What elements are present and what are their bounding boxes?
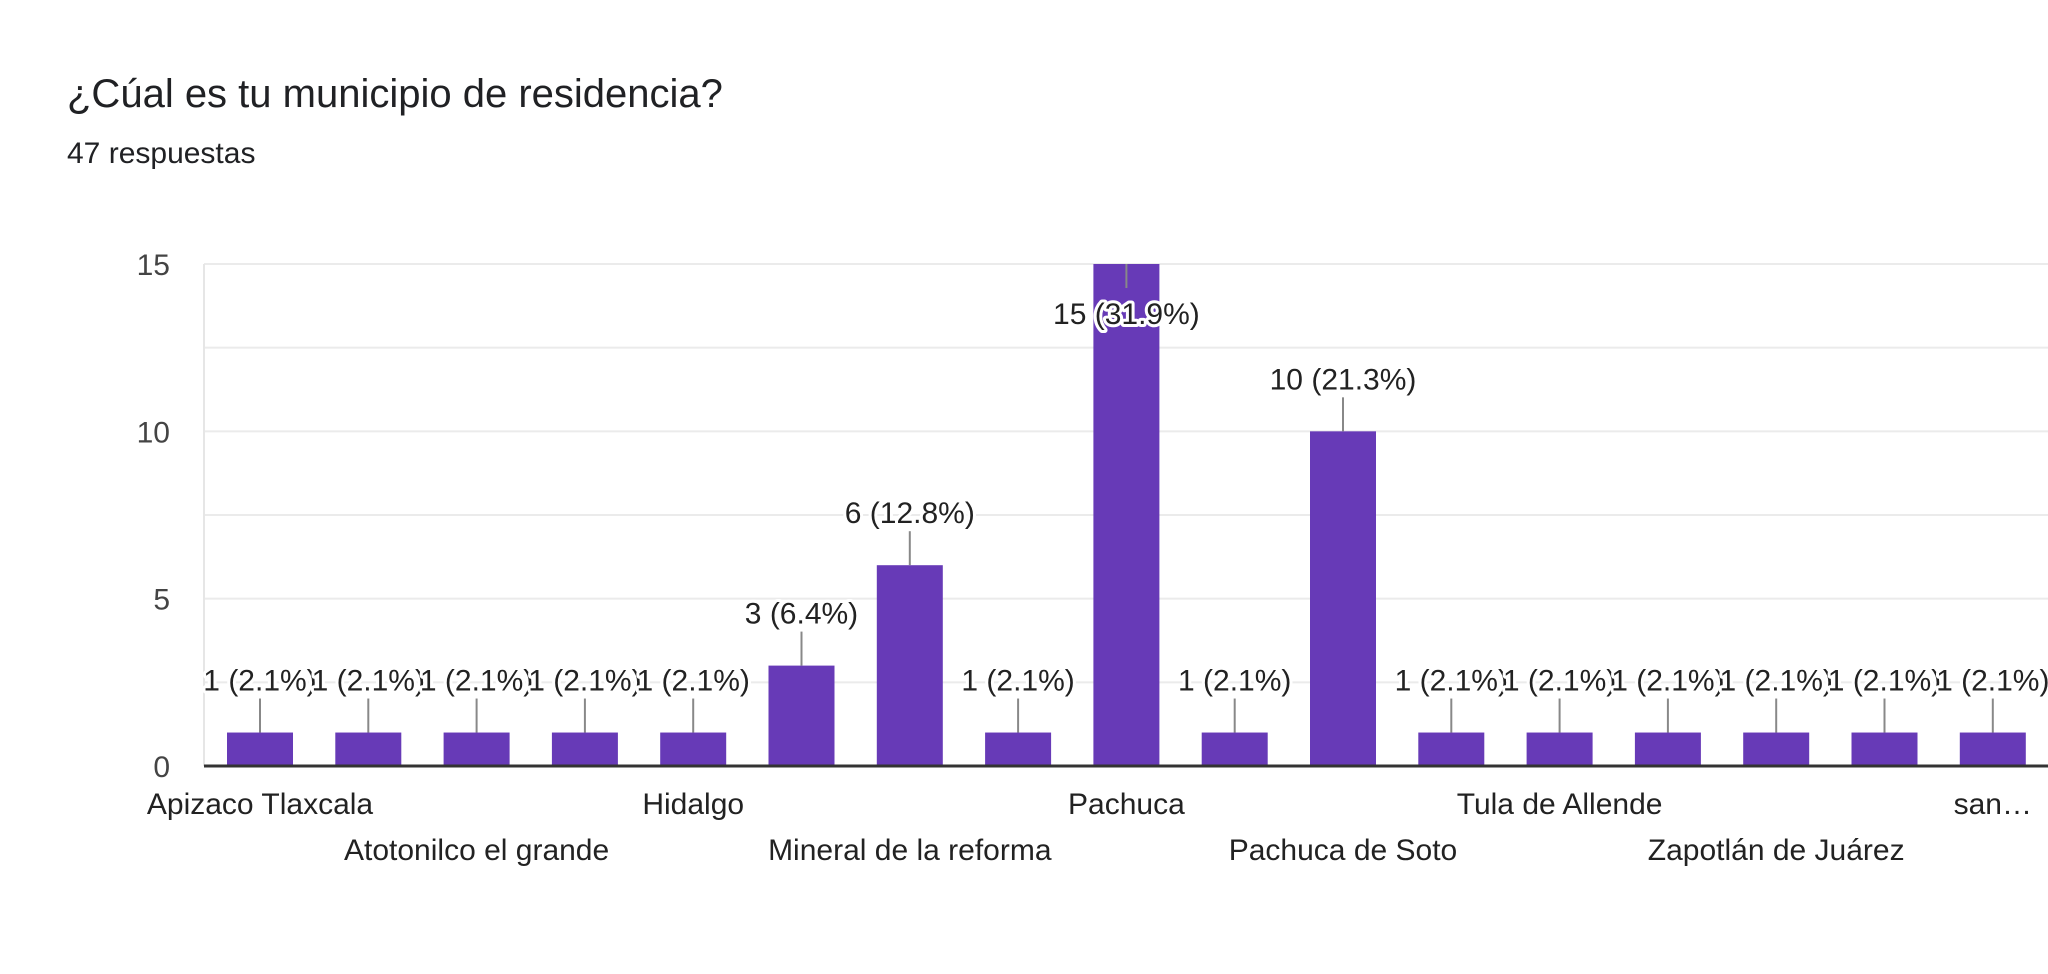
bar	[551, 732, 618, 766]
bar	[227, 732, 293, 766]
bar	[1093, 264, 1160, 766]
x-tick-label: Pachuca	[1068, 788, 1185, 821]
data-label: 1 (2.1%)	[1720, 665, 1833, 698]
chart-title: ¿Cúal es tu municipio de residencia?	[67, 72, 723, 116]
bar	[1851, 732, 1918, 766]
y-tick-label: 0	[153, 751, 170, 784]
x-tick-label: Hidalgo	[642, 788, 744, 821]
x-tick-label: Tula de Allende	[1457, 788, 1663, 821]
data-label: 15 (31.9%)	[1053, 298, 1200, 331]
x-tick-label: Pachuca de Soto	[1229, 834, 1458, 867]
x-tick-label: Zapotlán de Juárez	[1648, 834, 1905, 867]
y-tick-label: 10	[137, 416, 170, 449]
data-label: 1 (2.1%)	[203, 665, 316, 698]
bar	[876, 565, 943, 766]
bar	[985, 732, 1052, 766]
x-tick-label: san…	[1954, 788, 2032, 821]
bar	[335, 732, 402, 766]
y-tick-label: 5	[153, 584, 170, 617]
y-tick-label: 15	[137, 249, 170, 282]
data-label: 1 (2.1%)	[1611, 665, 1724, 698]
data-label: 1 (2.1%)	[637, 665, 750, 698]
bar	[768, 665, 835, 766]
bar	[443, 732, 510, 766]
data-label: 1 (2.1%)	[1395, 665, 1508, 698]
bar	[1418, 732, 1485, 766]
bar	[1310, 431, 1376, 766]
response-count: 47 respuestas	[67, 137, 256, 170]
data-label: 1 (2.1%)	[1503, 665, 1616, 698]
x-tick-label: Atotonilco el grande	[344, 834, 609, 867]
data-label: 1 (2.1%)	[420, 665, 533, 698]
bar	[1743, 732, 1810, 766]
data-label: 1 (2.1%)	[1178, 665, 1291, 698]
bar	[660, 732, 727, 766]
bar	[1634, 732, 1701, 766]
data-label: 3 (6.4%)	[745, 598, 858, 631]
bar	[1201, 732, 1268, 766]
data-label: 1 (2.1%)	[1828, 665, 1941, 698]
data-label: 6 (12.8%)	[845, 497, 975, 530]
data-label: 1 (2.1%)	[1936, 665, 2048, 698]
data-label: 1 (2.1%)	[961, 665, 1074, 698]
data-label: 1 (2.1%)	[528, 665, 641, 698]
bar	[1959, 732, 2026, 766]
data-label: 1 (2.1%)	[312, 665, 425, 698]
data-label: 10 (21.3%)	[1270, 363, 1417, 396]
x-tick-label: Apizaco Tlaxcala	[147, 788, 374, 821]
x-tick-label: Mineral de la reforma	[768, 834, 1052, 867]
bar	[1526, 732, 1593, 766]
